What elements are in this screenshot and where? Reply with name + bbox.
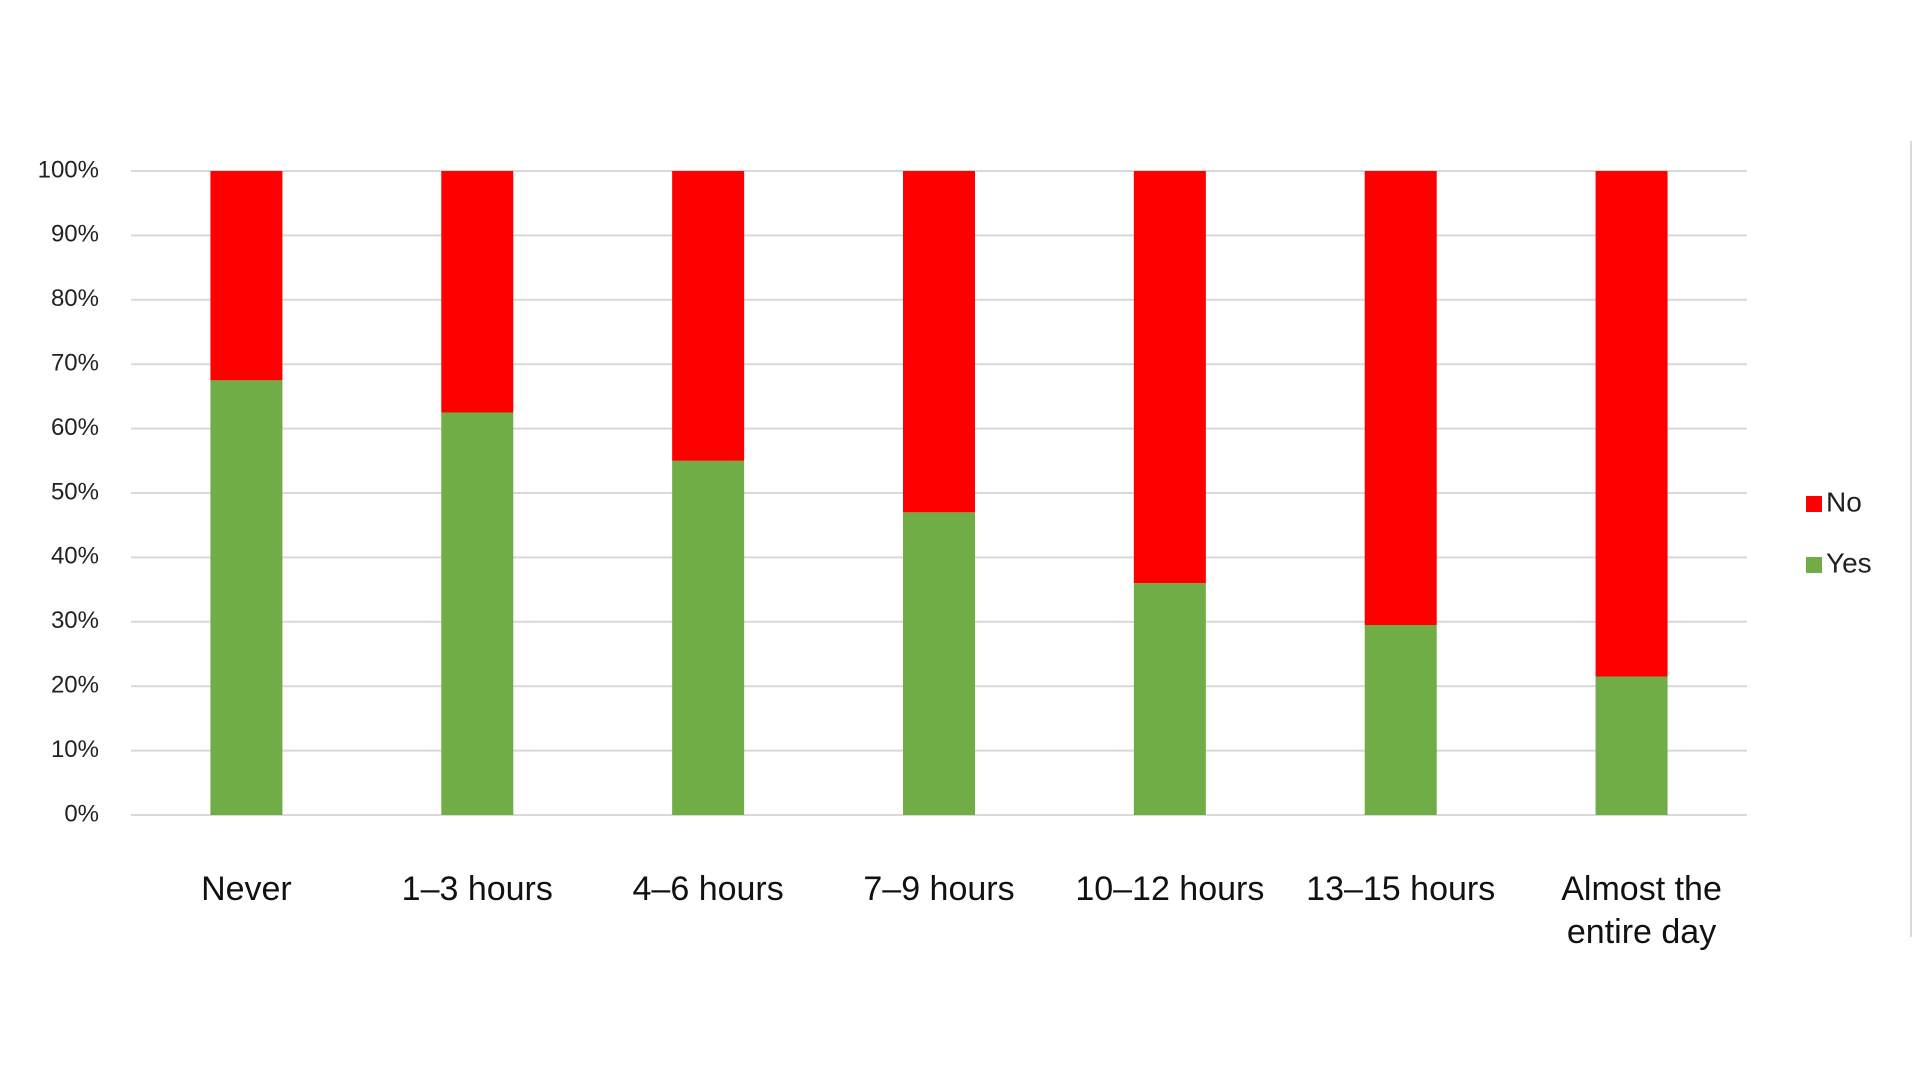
y-tick-label: 0%	[64, 800, 99, 827]
y-tick-label: 40%	[51, 543, 99, 570]
y-tick-label: 100%	[38, 156, 99, 183]
x-tick-label: 10–12 hours	[1075, 870, 1265, 908]
bar-segment	[210, 380, 283, 815]
x-tick-label: 4–6 hours	[632, 870, 784, 908]
bar-segment	[903, 512, 975, 815]
legend-swatch	[1806, 557, 1822, 573]
y-tick-label: 80%	[51, 285, 99, 312]
bar-segment	[672, 460, 745, 815]
legend-label: Yes	[1826, 547, 1872, 578]
y-tick-label: 30%	[51, 607, 99, 634]
bar-segment	[1133, 171, 1206, 584]
x-tick-label: 13–15 hours	[1306, 870, 1496, 908]
y-tick-label: 20%	[51, 672, 99, 699]
x-tick-label: 1–3 hours	[401, 870, 553, 908]
bar-segment	[903, 171, 975, 513]
bar-segment	[672, 171, 745, 461]
bar-segment	[441, 171, 514, 413]
y-tick-label: 70%	[51, 350, 99, 377]
y-tick-label: 10%	[51, 736, 99, 763]
y-tick-label: 90%	[51, 221, 99, 248]
x-tick-label: Never	[201, 870, 292, 908]
bar-segment	[210, 171, 283, 381]
legend-swatch	[1806, 496, 1822, 512]
bar-segment	[1133, 583, 1206, 815]
legend-label: No	[1826, 486, 1862, 517]
bar-segment	[1364, 625, 1437, 815]
y-tick-label: 50%	[51, 478, 99, 505]
bar-segment	[1364, 171, 1437, 626]
bar-segment	[1595, 171, 1668, 677]
bar-segment	[441, 412, 514, 815]
x-tick-label: 7–9 hours	[863, 870, 1015, 908]
bar-segment	[1595, 676, 1668, 815]
y-tick-label: 60%	[51, 414, 99, 441]
x-tick-label: Almost the entire day	[1561, 870, 1722, 951]
